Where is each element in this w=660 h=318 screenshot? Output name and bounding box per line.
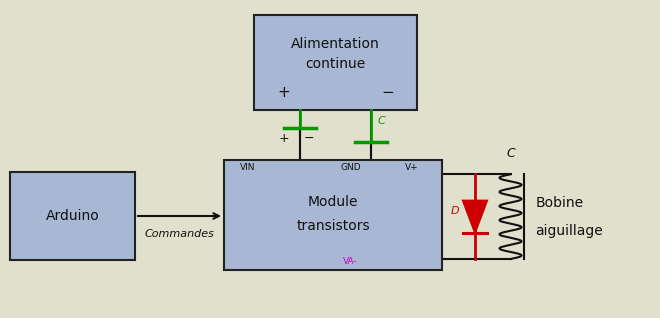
Polygon shape <box>463 201 487 233</box>
Text: C: C <box>506 147 515 160</box>
Bar <box>10 172 135 260</box>
Text: +: + <box>277 86 290 100</box>
Text: V+: V+ <box>405 163 418 172</box>
Text: +: + <box>279 132 290 144</box>
Text: Alimentation: Alimentation <box>291 37 380 51</box>
Text: Arduino: Arduino <box>46 209 100 223</box>
Text: D: D <box>450 206 459 216</box>
Text: −: − <box>304 132 314 144</box>
Bar <box>254 15 417 110</box>
Text: Module: Module <box>308 195 358 209</box>
Text: aiguillage: aiguillage <box>535 224 603 238</box>
Text: Commandes: Commandes <box>145 229 214 239</box>
Text: VIN: VIN <box>240 163 255 172</box>
Text: continue: continue <box>306 58 366 72</box>
Text: transistors: transistors <box>296 219 370 233</box>
Text: Bobine: Bobine <box>535 196 583 210</box>
Text: C: C <box>378 116 385 126</box>
Bar <box>224 160 442 270</box>
Text: −: − <box>381 86 394 100</box>
Text: GND: GND <box>340 163 361 172</box>
Text: VA-: VA- <box>343 257 358 266</box>
